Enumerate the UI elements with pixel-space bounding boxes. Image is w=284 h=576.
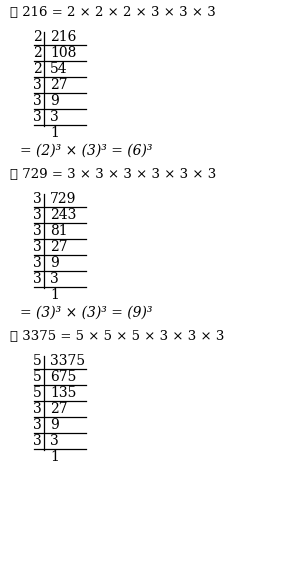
Text: 9: 9 — [50, 256, 59, 270]
Text: 2: 2 — [33, 46, 42, 60]
Text: 1: 1 — [50, 126, 59, 140]
Text: ∴ 3375 = 5 × 5 × 5 × 3 × 3 × 3: ∴ 3375 = 5 × 5 × 5 × 3 × 3 × 3 — [10, 330, 224, 343]
Text: 5: 5 — [33, 386, 42, 400]
Text: 54: 54 — [50, 62, 68, 76]
Text: 3: 3 — [33, 224, 42, 238]
Text: 27: 27 — [50, 240, 68, 254]
Text: 1: 1 — [50, 288, 59, 302]
Text: 3: 3 — [33, 192, 42, 206]
Text: 3: 3 — [33, 208, 42, 222]
Text: 9: 9 — [50, 94, 59, 108]
Text: 3: 3 — [33, 256, 42, 270]
Text: 1: 1 — [50, 450, 59, 464]
Text: 3: 3 — [33, 418, 42, 432]
Text: 2: 2 — [33, 62, 42, 76]
Text: 3: 3 — [33, 94, 42, 108]
Text: 3: 3 — [33, 110, 42, 124]
Text: ∴ 729 = 3 × 3 × 3 × 3 × 3 × 3: ∴ 729 = 3 × 3 × 3 × 3 × 3 × 3 — [10, 168, 216, 181]
Text: 216: 216 — [50, 30, 76, 44]
Text: 3: 3 — [50, 110, 59, 124]
Text: 675: 675 — [50, 370, 76, 384]
Text: 3: 3 — [50, 434, 59, 448]
Text: 135: 135 — [50, 386, 76, 400]
Text: 243: 243 — [50, 208, 76, 222]
Text: = (2)³ × (3)³ = (6)³: = (2)³ × (3)³ = (6)³ — [20, 144, 153, 158]
Text: 3: 3 — [33, 272, 42, 286]
Text: 729: 729 — [50, 192, 76, 206]
Text: 27: 27 — [50, 402, 68, 416]
Text: 3: 3 — [33, 78, 42, 92]
Text: ∴ 216 = 2 × 2 × 2 × 3 × 3 × 3: ∴ 216 = 2 × 2 × 2 × 3 × 3 × 3 — [10, 6, 216, 19]
Text: 5: 5 — [33, 370, 42, 384]
Text: 3375: 3375 — [50, 354, 85, 368]
Text: 3: 3 — [50, 272, 59, 286]
Text: 2: 2 — [33, 30, 42, 44]
Text: 27: 27 — [50, 78, 68, 92]
Text: 9: 9 — [50, 418, 59, 432]
Text: 108: 108 — [50, 46, 76, 60]
Text: 81: 81 — [50, 224, 68, 238]
Text: = (3)³ × (3)³ = (9)³: = (3)³ × (3)³ = (9)³ — [20, 306, 153, 320]
Text: 3: 3 — [33, 402, 42, 416]
Text: 3: 3 — [33, 240, 42, 254]
Text: 3: 3 — [33, 434, 42, 448]
Text: 5: 5 — [33, 354, 42, 368]
